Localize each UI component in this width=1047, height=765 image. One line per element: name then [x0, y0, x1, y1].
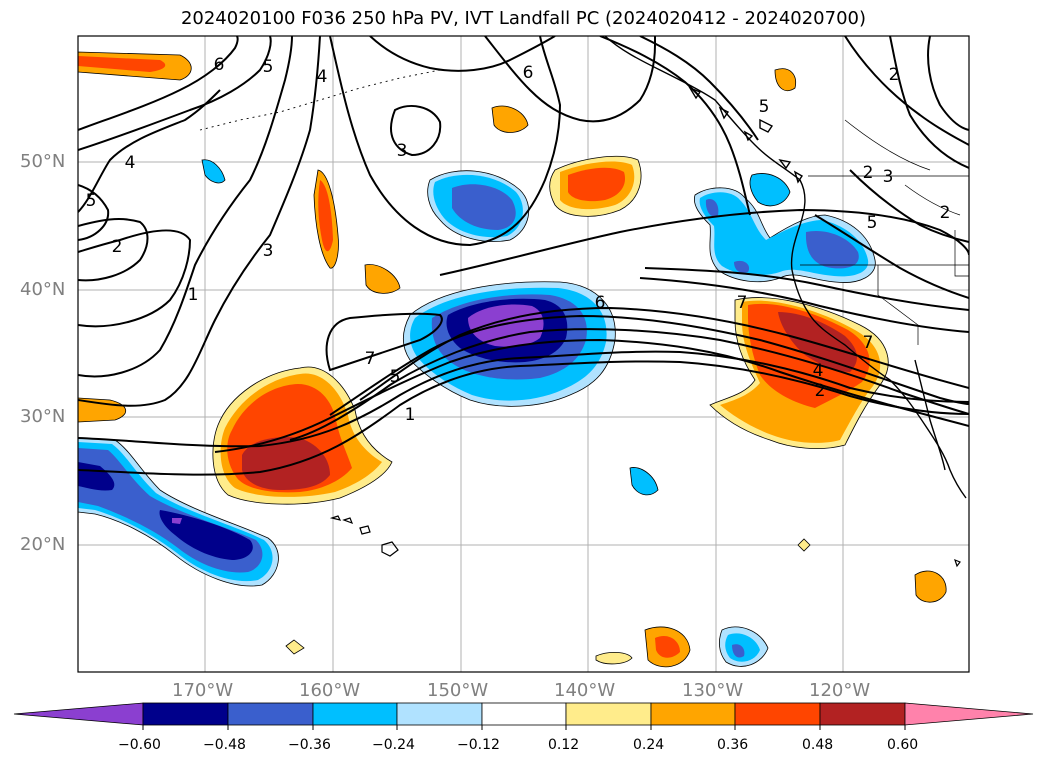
- contour-label: 1: [188, 285, 199, 305]
- latitude-label: 50°N: [20, 151, 66, 172]
- contour-label: 4: [317, 67, 328, 87]
- contour-label: 7: [365, 349, 376, 369]
- longitude-label: 120°W: [809, 680, 871, 701]
- colorbar-segment: [565, 702, 652, 726]
- longitude-label: 160°W: [299, 680, 361, 701]
- colorbar-segment: [312, 702, 398, 726]
- colorbar-segment: [819, 702, 906, 726]
- positive-anomaly-shading: [78, 51, 947, 668]
- colorbar-tick-label: −0.48: [203, 737, 246, 753]
- contour-label: 2: [889, 65, 900, 85]
- cool-region-small-west: [201, 159, 226, 184]
- negative-anomaly-shading: [78, 159, 876, 667]
- longitude-label: 130°W: [682, 680, 744, 701]
- islands: [199, 69, 961, 568]
- contour-label: 2: [940, 203, 951, 223]
- map-frame: [77, 35, 970, 673]
- cool-region-vancouver-island: [749, 173, 791, 207]
- colorbar-tick-label: 0.12: [548, 737, 580, 753]
- contour-label: 5: [263, 57, 274, 77]
- coastlines: [604, 36, 967, 499]
- contour-label: 4: [813, 361, 824, 381]
- colorbar-tick-label: 0.24: [633, 737, 665, 753]
- colorbar-segment: [396, 702, 483, 726]
- colorbar-segment-overflow: [904, 702, 1034, 726]
- colorbar-tick-label: −0.36: [288, 737, 331, 753]
- colorbar-tick-label: −0.24: [372, 737, 415, 753]
- contour-label: 5: [867, 213, 878, 233]
- colorbar-tick-label: 0.36: [717, 737, 749, 753]
- contour-label-group: 6 5 4 6 5 4 5 2 3 3 1 2 6 7 5 1 7 7 4 2 …: [86, 55, 951, 425]
- contour-jet-band-1: [78, 350, 969, 448]
- contour-label: 6: [595, 293, 606, 313]
- contour-label: 4: [125, 153, 136, 173]
- warm-region-dot: [797, 538, 811, 552]
- colorbar-segment: [481, 702, 567, 726]
- contour-label: 5: [86, 191, 97, 211]
- contour-label: 7: [863, 333, 874, 353]
- contour-label: 2: [815, 381, 826, 401]
- latitude-label: 40°N: [20, 279, 66, 300]
- contour-label: 1: [405, 405, 416, 425]
- colorbar-tick-label: −0.60: [118, 737, 161, 753]
- colorbar-tick-label: −0.12: [457, 737, 500, 753]
- contour-label: 3: [883, 167, 894, 187]
- longitude-label: 150°W: [427, 680, 489, 701]
- contour-label: 2: [863, 163, 874, 183]
- state-borders: [800, 119, 969, 345]
- colorbar-tick-label: 0.48: [802, 737, 834, 753]
- north-america-coast: [604, 36, 967, 499]
- colorbar-segment-underflow: [13, 702, 144, 726]
- colorbar-segment: [734, 702, 821, 726]
- contour-label: 5: [759, 97, 770, 117]
- colorbar-segment: [142, 702, 229, 726]
- colorbar: [13, 702, 1034, 730]
- contour-label: 6: [523, 63, 534, 83]
- warm-region-small-2: [491, 105, 529, 133]
- contour-label: 7: [737, 293, 748, 313]
- colorbar-tick-label: 0.60: [887, 737, 919, 753]
- colorbar-segment: [227, 702, 314, 726]
- latitude-label: 30°N: [20, 406, 66, 427]
- contour-label: 6: [214, 55, 225, 75]
- warm-region-south-2: [914, 570, 947, 603]
- hawaii-island-1: [381, 541, 399, 557]
- contour-label: 5: [390, 367, 401, 387]
- contour-label: 3: [263, 241, 274, 261]
- contour-label: 2: [112, 237, 123, 257]
- cool-region-small-mid: [629, 467, 659, 496]
- colorbar-segment: [650, 702, 736, 726]
- warm-region-south-3: [595, 652, 633, 665]
- warm-region-small-3: [774, 68, 797, 92]
- map-title: 2024020100 F036 250 hPa PV, IVT Landfall…: [180, 8, 867, 29]
- longitude-label: 140°W: [554, 680, 616, 701]
- latitude-label: 20°N: [20, 534, 66, 555]
- pv-contours: [78, 36, 969, 476]
- contour-label: 3: [397, 141, 408, 161]
- longitude-label: 170°W: [172, 680, 234, 701]
- colorbar-tick-marks: [142, 725, 906, 730]
- warm-region-small-1: [364, 264, 401, 294]
- warm-region-small-4: [285, 639, 305, 655]
